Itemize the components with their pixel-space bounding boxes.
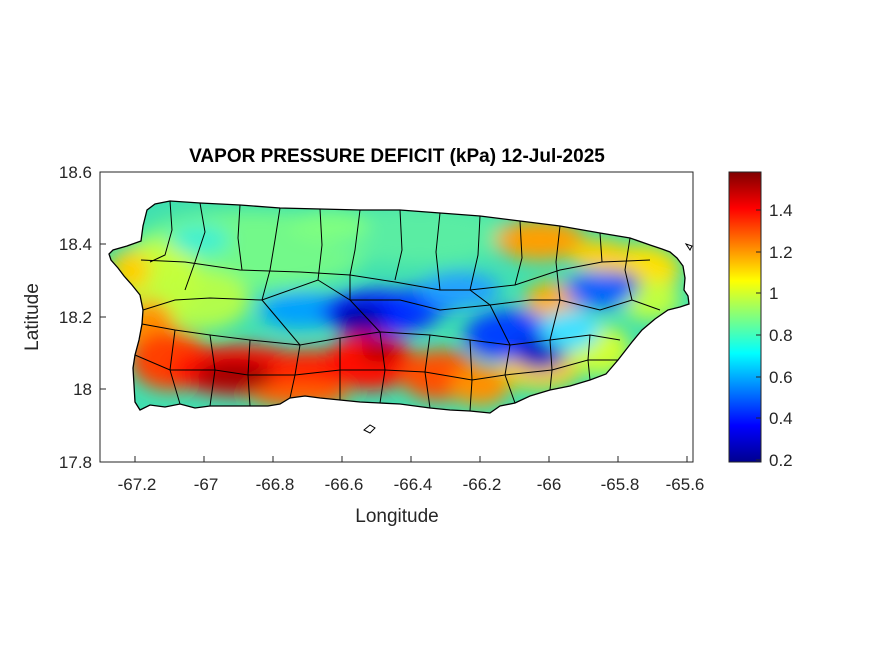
x-tick-label: -66 <box>537 475 562 494</box>
colorbar-tick-label: 0.8 <box>769 326 793 345</box>
y-axis: 18.6 18.4 18.2 18 17.8 Latitude <box>22 163 106 472</box>
y-axis-label: Latitude <box>22 283 43 351</box>
colorbar-tick-label: 1.4 <box>769 201 793 220</box>
colorbar-tick-label: 1.2 <box>769 243 793 262</box>
small-island <box>684 243 693 251</box>
small-island <box>363 424 376 434</box>
chart-title: VAPOR PRESSURE DEFICIT (kPa) 12-Jul-2025 <box>189 146 605 167</box>
colorbar-tick-label: 0.2 <box>769 451 793 470</box>
x-tick-label: -65.8 <box>601 475 640 494</box>
x-tick-label: -67 <box>194 475 219 494</box>
x-axis: -67.2 -67 -66.8 -66.6 -66.4 -66.2 -66 -6… <box>118 456 705 527</box>
x-tick-label: -65.6 <box>666 475 705 494</box>
x-tick-label: -66.4 <box>394 475 433 494</box>
colorbar-tick-label: 0.6 <box>769 368 793 387</box>
y-tick-label: 18.6 <box>59 163 92 182</box>
colorbar-tick-label: 0.4 <box>769 409 793 428</box>
x-tick-label: -67.2 <box>118 475 157 494</box>
colorbar-tick-label: 1 <box>769 284 778 303</box>
x-axis-label: Longitude <box>355 506 438 527</box>
colorbar: 1.4 1.2 1 0.8 0.6 0.4 0.2 <box>728 171 793 470</box>
colorbar-gradient <box>728 171 762 463</box>
y-tick-label: 18.4 <box>59 235 92 254</box>
y-tick-label: 18 <box>73 380 92 399</box>
y-tick-label: 18.2 <box>59 308 92 327</box>
x-tick-label: -66.2 <box>463 475 502 494</box>
x-tick-label: -66.8 <box>256 475 295 494</box>
municipality-boundaries <box>134 200 661 412</box>
vpd-heatmap <box>109 201 689 413</box>
y-tick-label: 17.8 <box>59 453 92 472</box>
x-tick-label: -66.6 <box>325 475 364 494</box>
